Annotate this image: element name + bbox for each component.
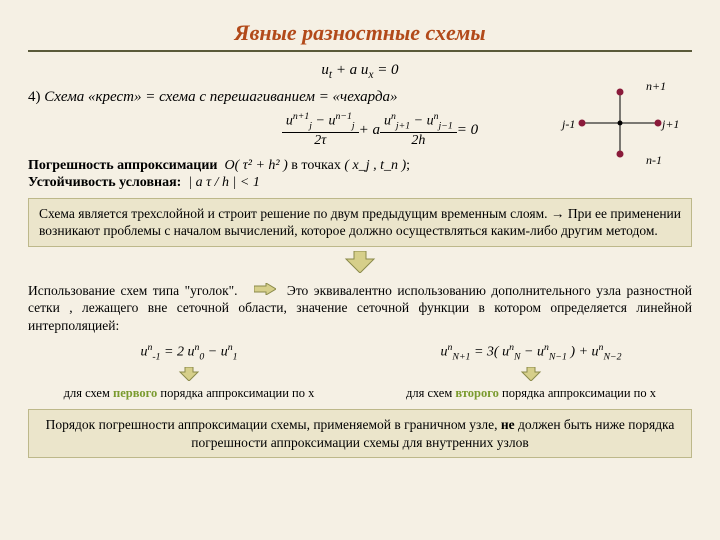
arrow-down-icon bbox=[178, 367, 200, 381]
note-box-2: Порядок погрешности аппроксимации схемы,… bbox=[28, 409, 692, 458]
stencil-label-right: j+1 bbox=[660, 117, 679, 131]
stencil-diagram: n+1 j-1 j+1 n-1 bbox=[560, 78, 680, 168]
note-box-1: Схема является трехслойной и строит реше… bbox=[28, 198, 692, 247]
arrow-down-icon bbox=[520, 367, 542, 381]
arrow-down-icon bbox=[344, 251, 376, 273]
stencil-label-left: j-1 bbox=[560, 117, 575, 131]
down-arrow-1 bbox=[28, 251, 692, 278]
title-rule bbox=[28, 50, 692, 52]
paragraph-corner: Использование схем типа "уголок". Это эк… bbox=[28, 282, 692, 335]
stencil-svg: n+1 j-1 j+1 n-1 bbox=[560, 78, 680, 168]
stencil-label-bottom: n-1 bbox=[646, 153, 662, 167]
page-title: Явные разностные схемы bbox=[28, 20, 692, 46]
arrow-right-icon bbox=[254, 283, 276, 295]
stencil-label-top: n+1 bbox=[646, 79, 666, 93]
eq-second-order: unN+1 = 3( unN − unN−1 ) + unN−2 bbox=[370, 342, 692, 364]
col-first-order: un-1 = 2 un0 − un1 для схем первого поря… bbox=[28, 342, 350, 401]
col-second-order: unN+1 = 3( unN − unN−1 ) + unN−2 для схе… bbox=[370, 342, 692, 401]
columns: un-1 = 2 un0 − un1 для схем первого поря… bbox=[28, 342, 692, 401]
eq-first-order: un-1 = 2 un0 − un1 bbox=[28, 342, 350, 364]
item-number: 4) bbox=[28, 89, 41, 105]
item-text: Схема «крест» = схема с перешагиванием =… bbox=[44, 89, 397, 105]
